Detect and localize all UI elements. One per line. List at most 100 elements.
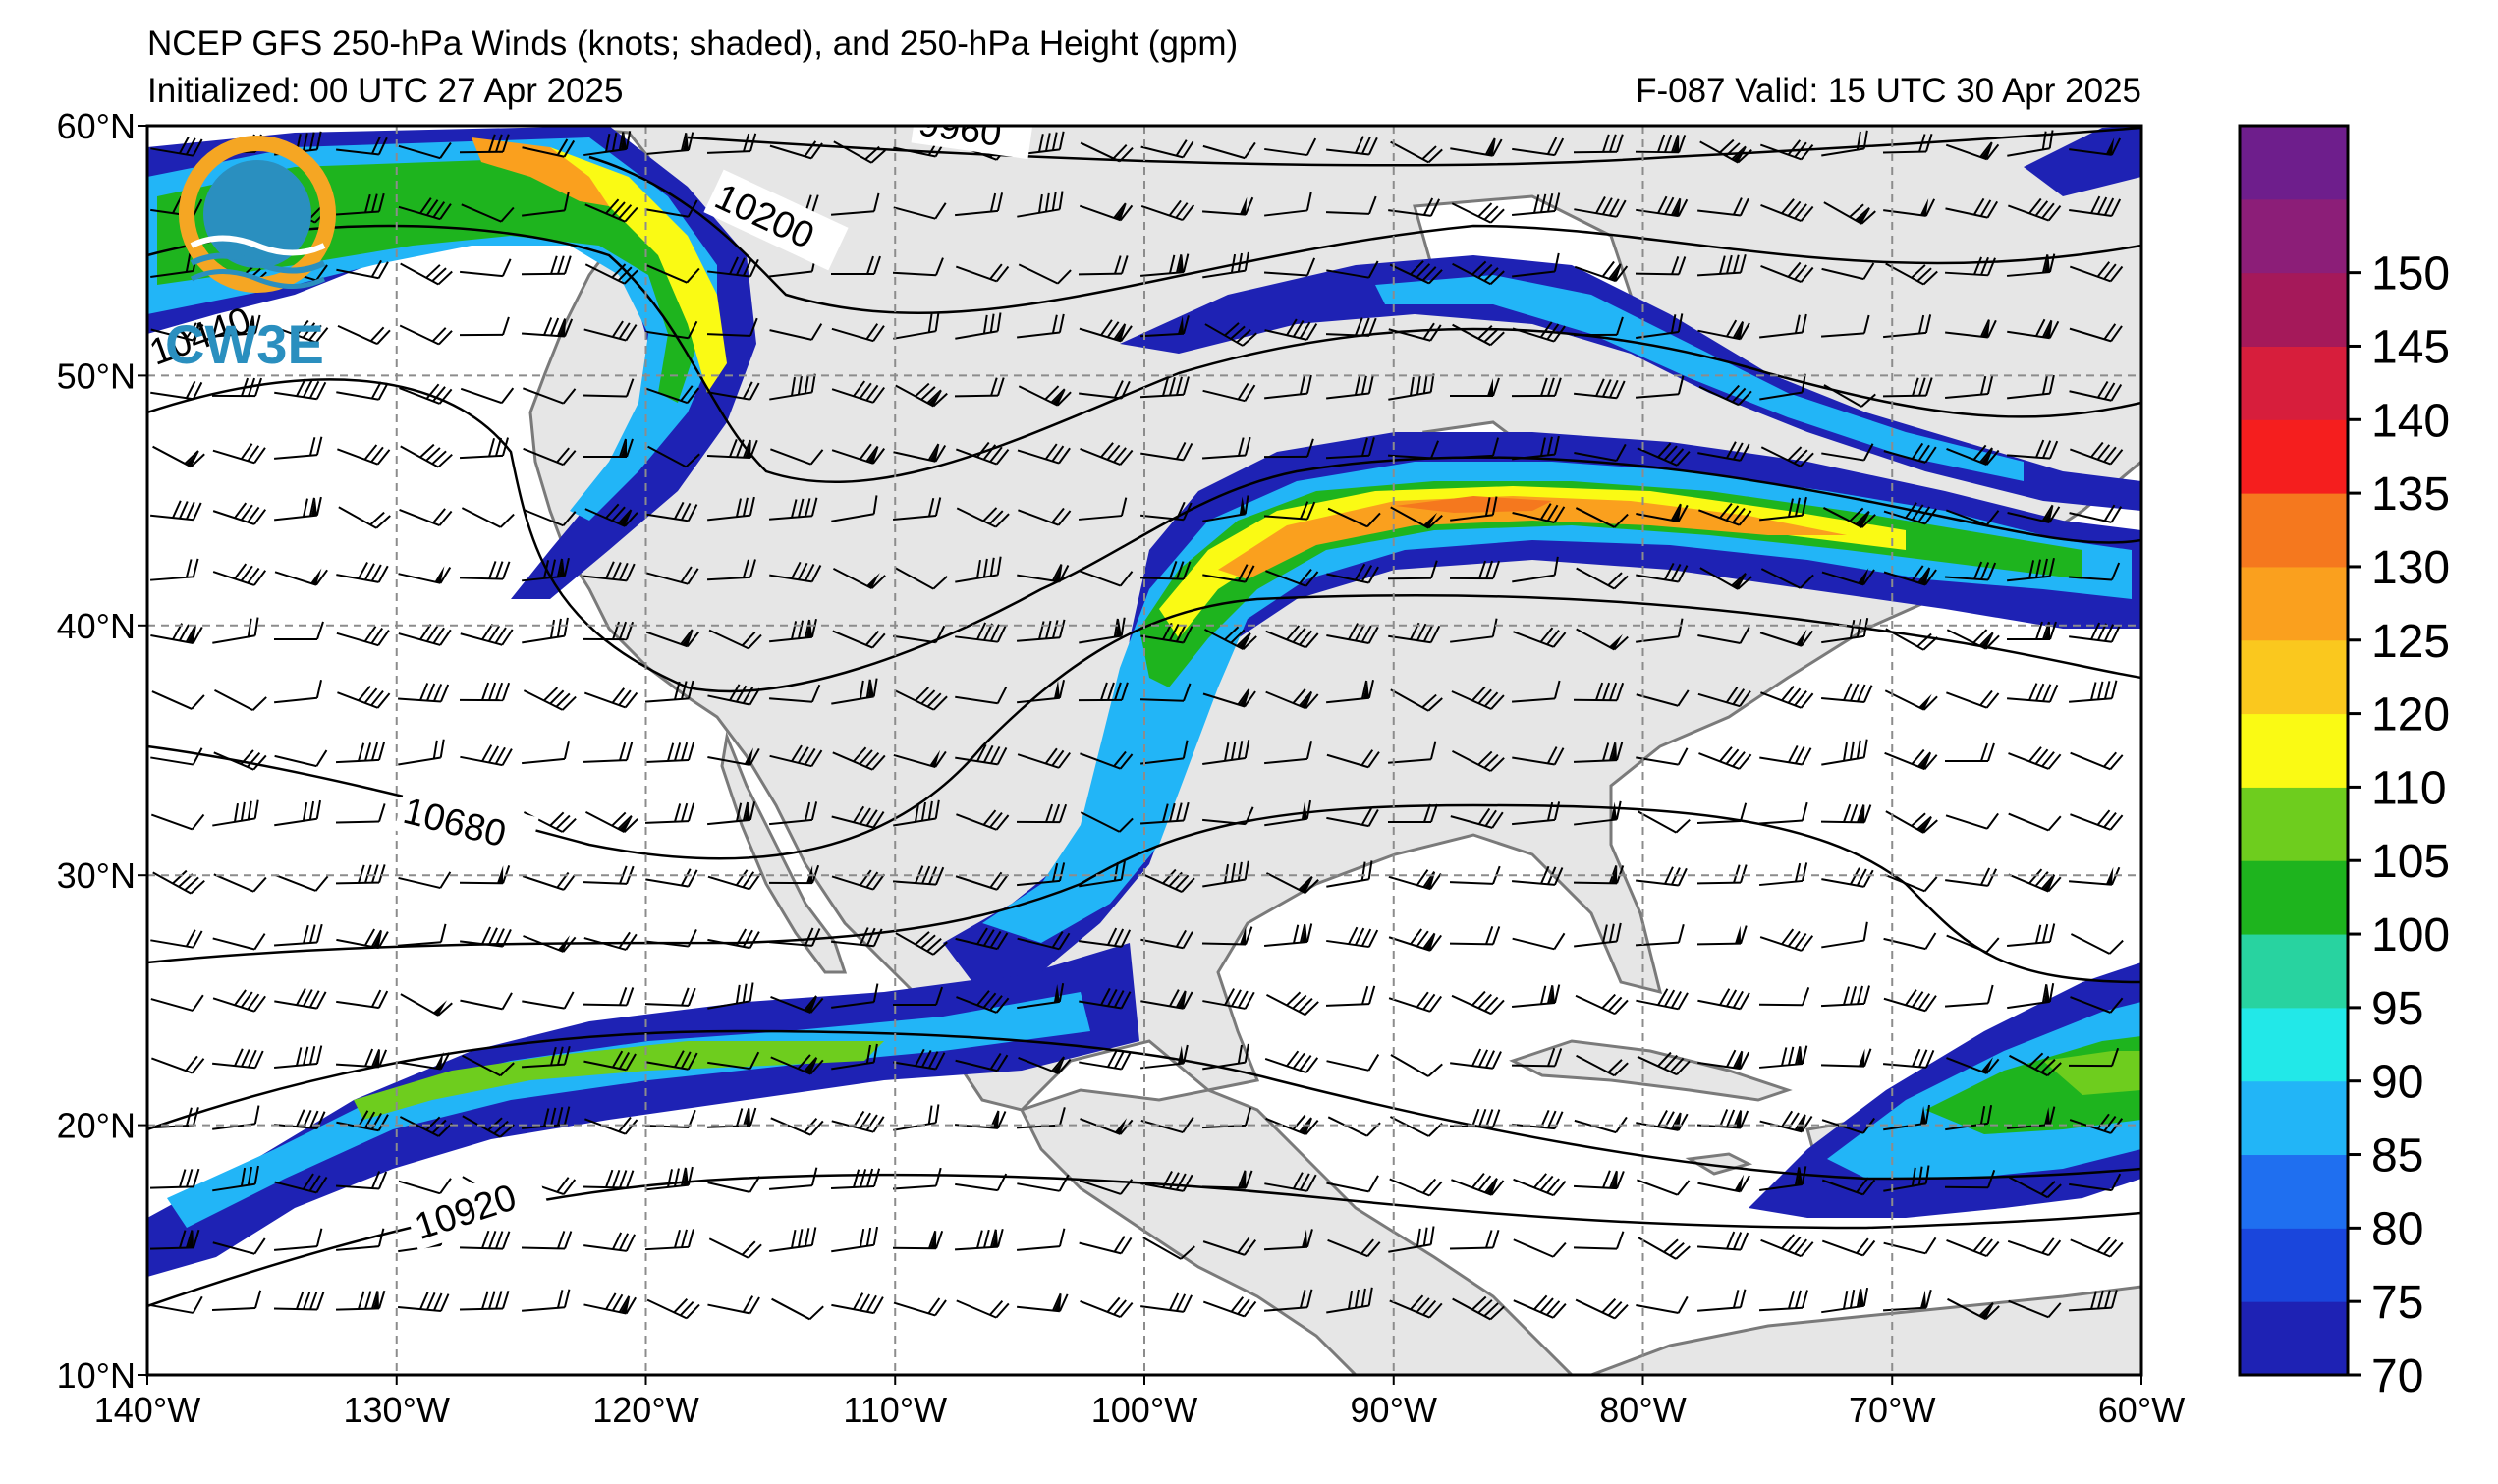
wind-barb [1696,925,1748,946]
colorbar-tick-label: 145 [2371,321,2450,373]
wind-barb [523,387,577,405]
wind-barb [1201,196,1254,216]
wind-barb [1202,688,1256,708]
colorbar-segment [2240,1080,2348,1156]
wind-barb [150,322,204,342]
wind-barb [707,747,760,767]
wind-barb [212,1048,264,1070]
wind-barb [1573,742,1624,763]
wind-barb [212,933,266,951]
wind-barb [1388,991,1442,1013]
wind-barb [1821,262,1875,281]
wind-barb [1821,130,1868,157]
wind-barb [893,1048,946,1071]
wind-barb [1944,984,1994,1008]
wind-barb [150,929,203,949]
wind-barb [1388,869,1442,891]
wind-barb [1079,202,1134,222]
wind-barb [2006,253,2056,277]
wind-barb [338,506,391,529]
wind-barb [645,1166,694,1191]
wind-barb [1264,318,1318,341]
logo-text: CW3E [165,313,324,375]
valid-time: F-087 Valid: 15 UTC 30 Apr 2025 [1636,72,2141,110]
colorbar-tick-label: 90 [2371,1057,2423,1109]
wind-barb [769,744,823,768]
wind-barb [1820,1048,1872,1068]
wind-barb [1944,742,1995,763]
wind-barb [1511,984,1561,1008]
wind-barb [273,436,323,460]
wind-barb [1512,252,1560,278]
wind-barb [1574,800,1622,826]
wind-barb [1759,862,1808,887]
wind-barb [644,132,694,155]
wind-barb [1452,1295,1505,1321]
wind-barb [892,986,943,1007]
wind-barb [1885,262,1938,286]
wind-barb [1265,688,1319,710]
wind-barb [1139,683,1192,702]
wind-barb [398,197,452,221]
wind-barb [1883,989,1937,1013]
wind-barb [1575,507,1629,528]
wind-barb [2008,812,2062,832]
wind-barb [399,508,453,526]
wind-barb [1945,197,1999,219]
wind-barb [1326,860,1373,888]
longitude-tick-label: 70°W [1849,1390,1935,1430]
wind-barb [150,137,203,157]
wind-barb [1018,1056,1072,1075]
wind-barb [1512,321,1566,343]
wind-barb [150,747,203,766]
wind-barb [955,622,1007,643]
wind-barb [1638,1237,1691,1260]
wind-barb [400,443,453,468]
wind-barb [1140,1044,1189,1070]
wind-barb [1696,864,1748,885]
wind-barb [1450,496,1498,522]
colorbar-segment [2240,1301,2348,1376]
wind-barb [1202,1296,1257,1318]
wind-barb [1264,1172,1317,1192]
wind-barb [1017,443,1071,465]
wind-barb [1452,260,1505,286]
wind-barb [459,1230,511,1250]
wind-barb [2070,996,2124,1014]
wind-barb [584,811,638,833]
wind-barb [273,923,323,947]
wind-barb [1513,1294,1567,1319]
wind-barb [400,262,453,286]
wind-barb [1821,568,1875,586]
colorbar-tick-label: 140 [2371,395,2450,447]
wind-barb [1573,1170,1625,1190]
wind-barb [1017,1292,1069,1313]
wind-barb [644,802,695,824]
wind-barb [707,869,761,891]
wind-barb [2007,318,2060,340]
wind-barb [1697,197,1749,217]
colorbar-segment [2240,787,2348,861]
wind-barb [1202,495,1249,522]
wind-barb [1636,988,1689,1011]
wind-barb [956,990,1010,1014]
wind-barb [583,438,634,459]
wind-barb [1388,622,1441,644]
wind-barb [1264,799,1312,827]
wind-barb [1327,1238,1381,1258]
wind-barb [397,923,447,947]
wind-barb [1140,501,1193,522]
wind-barb [1946,629,2000,650]
wind-barb [1263,1289,1313,1312]
wind-barb [1573,864,1625,885]
wind-barb [1388,197,1441,217]
wind-barb [1201,436,1251,460]
wind-barb [151,690,205,710]
wind-barb [583,742,634,763]
wind-barb [956,507,1010,528]
wind-barb [1265,625,1319,649]
wind-barb [1326,926,1379,949]
wind-barb [1758,1045,1808,1069]
wind-barb [1018,385,1072,407]
